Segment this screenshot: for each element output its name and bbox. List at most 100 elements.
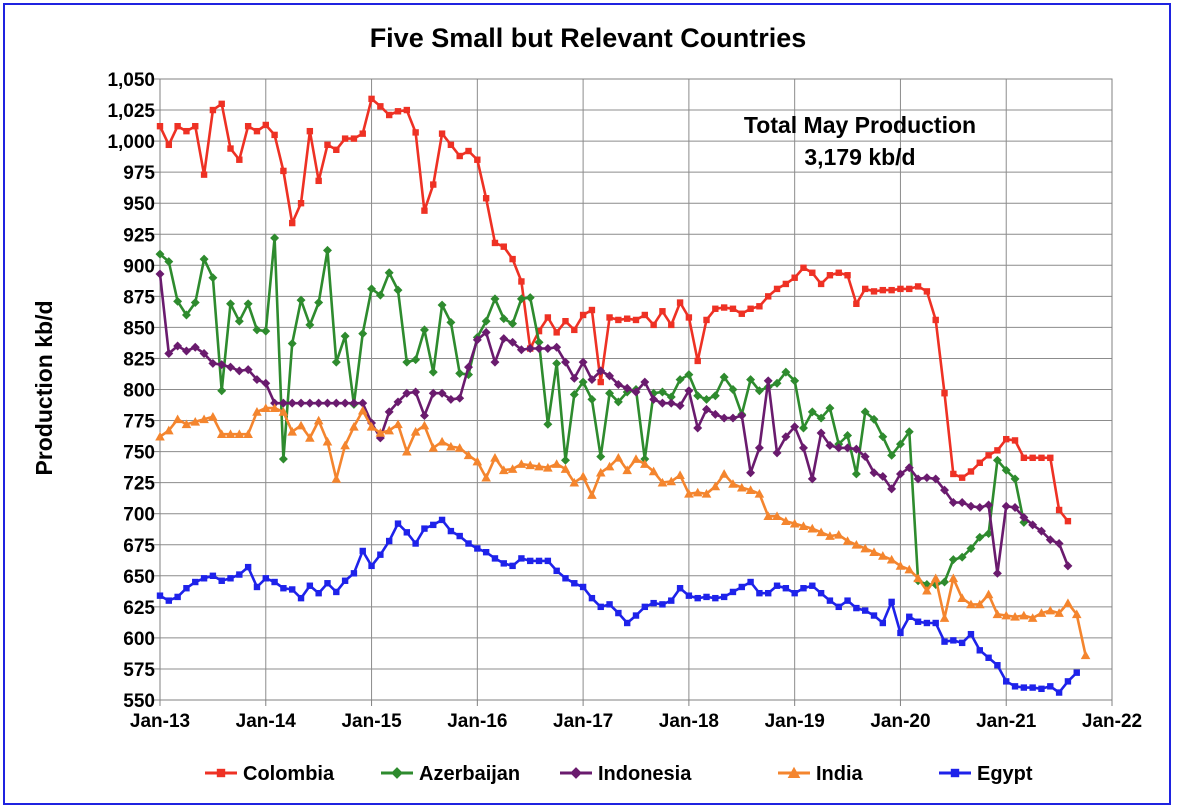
data-point xyxy=(904,463,914,473)
series-line-india xyxy=(159,406,1087,656)
data-point xyxy=(842,536,853,545)
y-tick-label: 750 xyxy=(123,443,155,464)
legend-marker xyxy=(787,766,801,779)
data-point xyxy=(756,589,763,597)
data-point xyxy=(569,477,580,487)
data-point xyxy=(825,531,835,540)
legend-label: Indonesia xyxy=(598,763,692,785)
data-point xyxy=(941,638,948,645)
data-point xyxy=(754,489,765,498)
data-point xyxy=(490,294,500,304)
data-point xyxy=(155,249,165,259)
data-point xyxy=(190,298,200,308)
data-point xyxy=(164,425,174,435)
data-point xyxy=(693,423,703,433)
data-point xyxy=(967,468,975,475)
data-point xyxy=(940,577,949,587)
data-point xyxy=(190,342,200,352)
data-point xyxy=(243,299,253,309)
data-point xyxy=(693,391,703,401)
data-point xyxy=(278,407,289,416)
data-point xyxy=(587,394,597,404)
data-point xyxy=(851,469,861,479)
data-point xyxy=(950,637,957,644)
data-point xyxy=(394,520,402,527)
data-point xyxy=(668,597,675,604)
data-point xyxy=(781,432,791,442)
data-point xyxy=(985,452,992,459)
data-point xyxy=(1047,454,1054,462)
data-point xyxy=(904,564,915,574)
data-point xyxy=(615,316,622,324)
legend-marker xyxy=(391,767,403,779)
data-point xyxy=(236,156,243,163)
data-point xyxy=(208,412,218,421)
data-point xyxy=(932,316,939,324)
data-point xyxy=(500,560,507,567)
data-point xyxy=(931,580,941,589)
data-point xyxy=(341,577,349,584)
data-point xyxy=(825,403,835,413)
data-point xyxy=(685,314,693,321)
data-point xyxy=(156,122,164,130)
data-point xyxy=(472,456,483,466)
data-point xyxy=(535,557,543,565)
legend-label: Egypt xyxy=(977,763,1033,785)
data-point xyxy=(835,269,842,276)
data-point xyxy=(262,121,269,129)
data-point xyxy=(975,532,985,542)
data-point xyxy=(650,321,657,329)
data-point xyxy=(525,293,535,303)
data-point xyxy=(315,177,322,185)
data-point xyxy=(684,489,694,498)
data-point xyxy=(666,398,676,408)
data-point xyxy=(782,585,790,592)
data-point xyxy=(1028,520,1038,530)
data-point xyxy=(790,422,800,432)
data-point xyxy=(719,469,729,478)
data-point xyxy=(183,585,190,592)
data-point xyxy=(481,316,491,326)
data-point xyxy=(199,254,209,264)
data-point xyxy=(897,629,904,637)
data-point xyxy=(1045,535,1055,545)
data-point xyxy=(994,662,1001,669)
data-point xyxy=(322,436,333,446)
data-point xyxy=(218,577,225,584)
data-point xyxy=(227,575,234,582)
data-point xyxy=(1019,512,1029,522)
data-point xyxy=(702,394,711,404)
data-point xyxy=(551,459,562,468)
data-point xyxy=(527,557,534,565)
data-point xyxy=(622,465,632,475)
data-point xyxy=(340,398,350,408)
data-point xyxy=(269,403,280,412)
data-point xyxy=(941,390,948,397)
data-point xyxy=(879,619,887,627)
data-point xyxy=(914,618,922,625)
data-point xyxy=(1003,678,1010,685)
data-point xyxy=(385,537,393,545)
data-point xyxy=(571,326,578,334)
data-point xyxy=(192,122,199,130)
data-point xyxy=(244,563,252,571)
data-point xyxy=(543,419,553,429)
data-point xyxy=(384,407,394,417)
data-point xyxy=(906,613,913,620)
data-point xyxy=(710,481,721,491)
legend-label: India xyxy=(816,763,864,785)
data-point xyxy=(833,530,844,539)
y-tick-label: 875 xyxy=(123,287,155,308)
data-point xyxy=(297,200,305,207)
legend-item-azerbaijan: Azerbaijan xyxy=(381,763,520,785)
data-point xyxy=(296,420,306,430)
legend-item-egypt: Egypt xyxy=(939,763,1033,785)
data-point xyxy=(465,147,472,155)
data-point xyxy=(428,388,438,398)
legend-item-indonesia: Indonesia xyxy=(560,763,692,785)
data-point xyxy=(225,429,236,439)
data-point xyxy=(1063,561,1073,571)
data-point xyxy=(394,108,402,115)
data-point xyxy=(481,472,491,482)
data-point xyxy=(305,398,315,408)
